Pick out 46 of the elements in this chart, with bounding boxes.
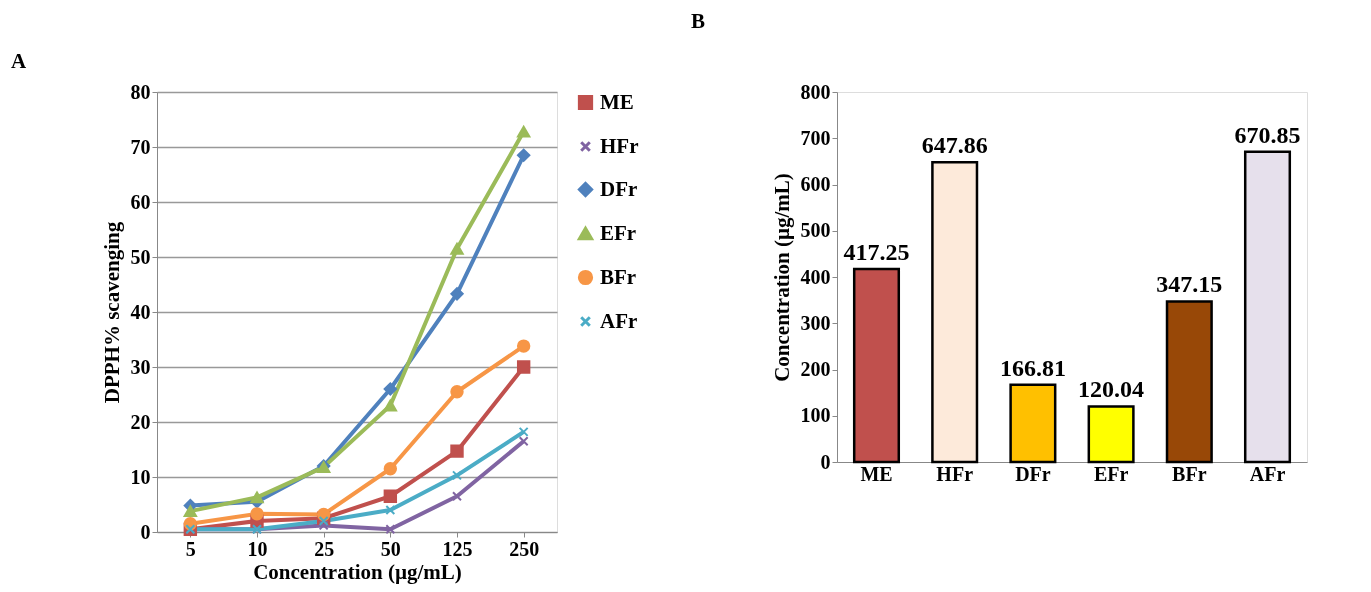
x-tick-label: HFr bbox=[936, 462, 974, 485]
y-axis-title: Concentration (µg/mL) bbox=[769, 173, 794, 382]
legend-label: BFr bbox=[600, 264, 637, 289]
x-tick-label: BFr bbox=[1172, 462, 1207, 485]
legend-label: HFr bbox=[600, 133, 639, 158]
legend-label: AFr bbox=[600, 308, 638, 333]
chart-title: A bbox=[11, 49, 27, 73]
x-tick-label: 5 bbox=[185, 537, 196, 560]
x-axis-title: Concentration (µg/mL) bbox=[253, 559, 462, 584]
data-label: 347.15 bbox=[1156, 271, 1223, 298]
y-tick-label: 30 bbox=[130, 355, 151, 378]
y-tick-label: 500 bbox=[800, 219, 831, 242]
data-label: 120.04 bbox=[1078, 376, 1145, 403]
y-tick-label: 80 bbox=[130, 80, 151, 103]
y-tick-label: 200 bbox=[800, 358, 831, 380]
y-tick-label: 50 bbox=[130, 245, 151, 268]
y-axis-title: DPPH% scavenging bbox=[99, 221, 124, 404]
data-label: 166.81 bbox=[999, 354, 1066, 381]
legend-label: ME bbox=[600, 89, 634, 114]
data-label: 647.86 bbox=[921, 132, 988, 159]
y-tick-label: 60 bbox=[130, 190, 151, 213]
x-tick-label: DFr bbox=[1015, 462, 1051, 485]
y-tick-label: 0 bbox=[820, 450, 831, 473]
y-tick-label: 40 bbox=[130, 300, 151, 323]
y-tick-label: 700 bbox=[800, 126, 831, 149]
legend-label: EFr bbox=[600, 220, 637, 245]
x-tick-label: 50 bbox=[380, 537, 401, 560]
data-label: 417.25 bbox=[843, 239, 910, 266]
y-tick-label: 70 bbox=[130, 135, 151, 158]
x-tick-label: 250 bbox=[509, 537, 540, 560]
y-tick-label: 100 bbox=[800, 404, 831, 427]
data-label: 670.85 bbox=[1234, 121, 1301, 148]
y-tick-label: 300 bbox=[800, 311, 831, 334]
y-tick-label: 800 bbox=[800, 80, 831, 103]
x-tick-label: ME bbox=[860, 462, 893, 485]
y-tick-label: 600 bbox=[800, 173, 831, 195]
y-tick-label: 400 bbox=[800, 265, 831, 288]
y-tick-label: 0 bbox=[140, 520, 151, 543]
x-tick-label: 125 bbox=[442, 537, 473, 560]
chart-title: B bbox=[691, 9, 706, 33]
legend-label: DFr bbox=[600, 176, 638, 201]
x-tick-label: EFr bbox=[1093, 462, 1129, 485]
y-tick-label: 20 bbox=[130, 410, 151, 433]
x-tick-label: 25 bbox=[314, 537, 335, 560]
x-tick-label: AFr bbox=[1249, 462, 1286, 485]
x-tick-label: 10 bbox=[247, 537, 268, 560]
